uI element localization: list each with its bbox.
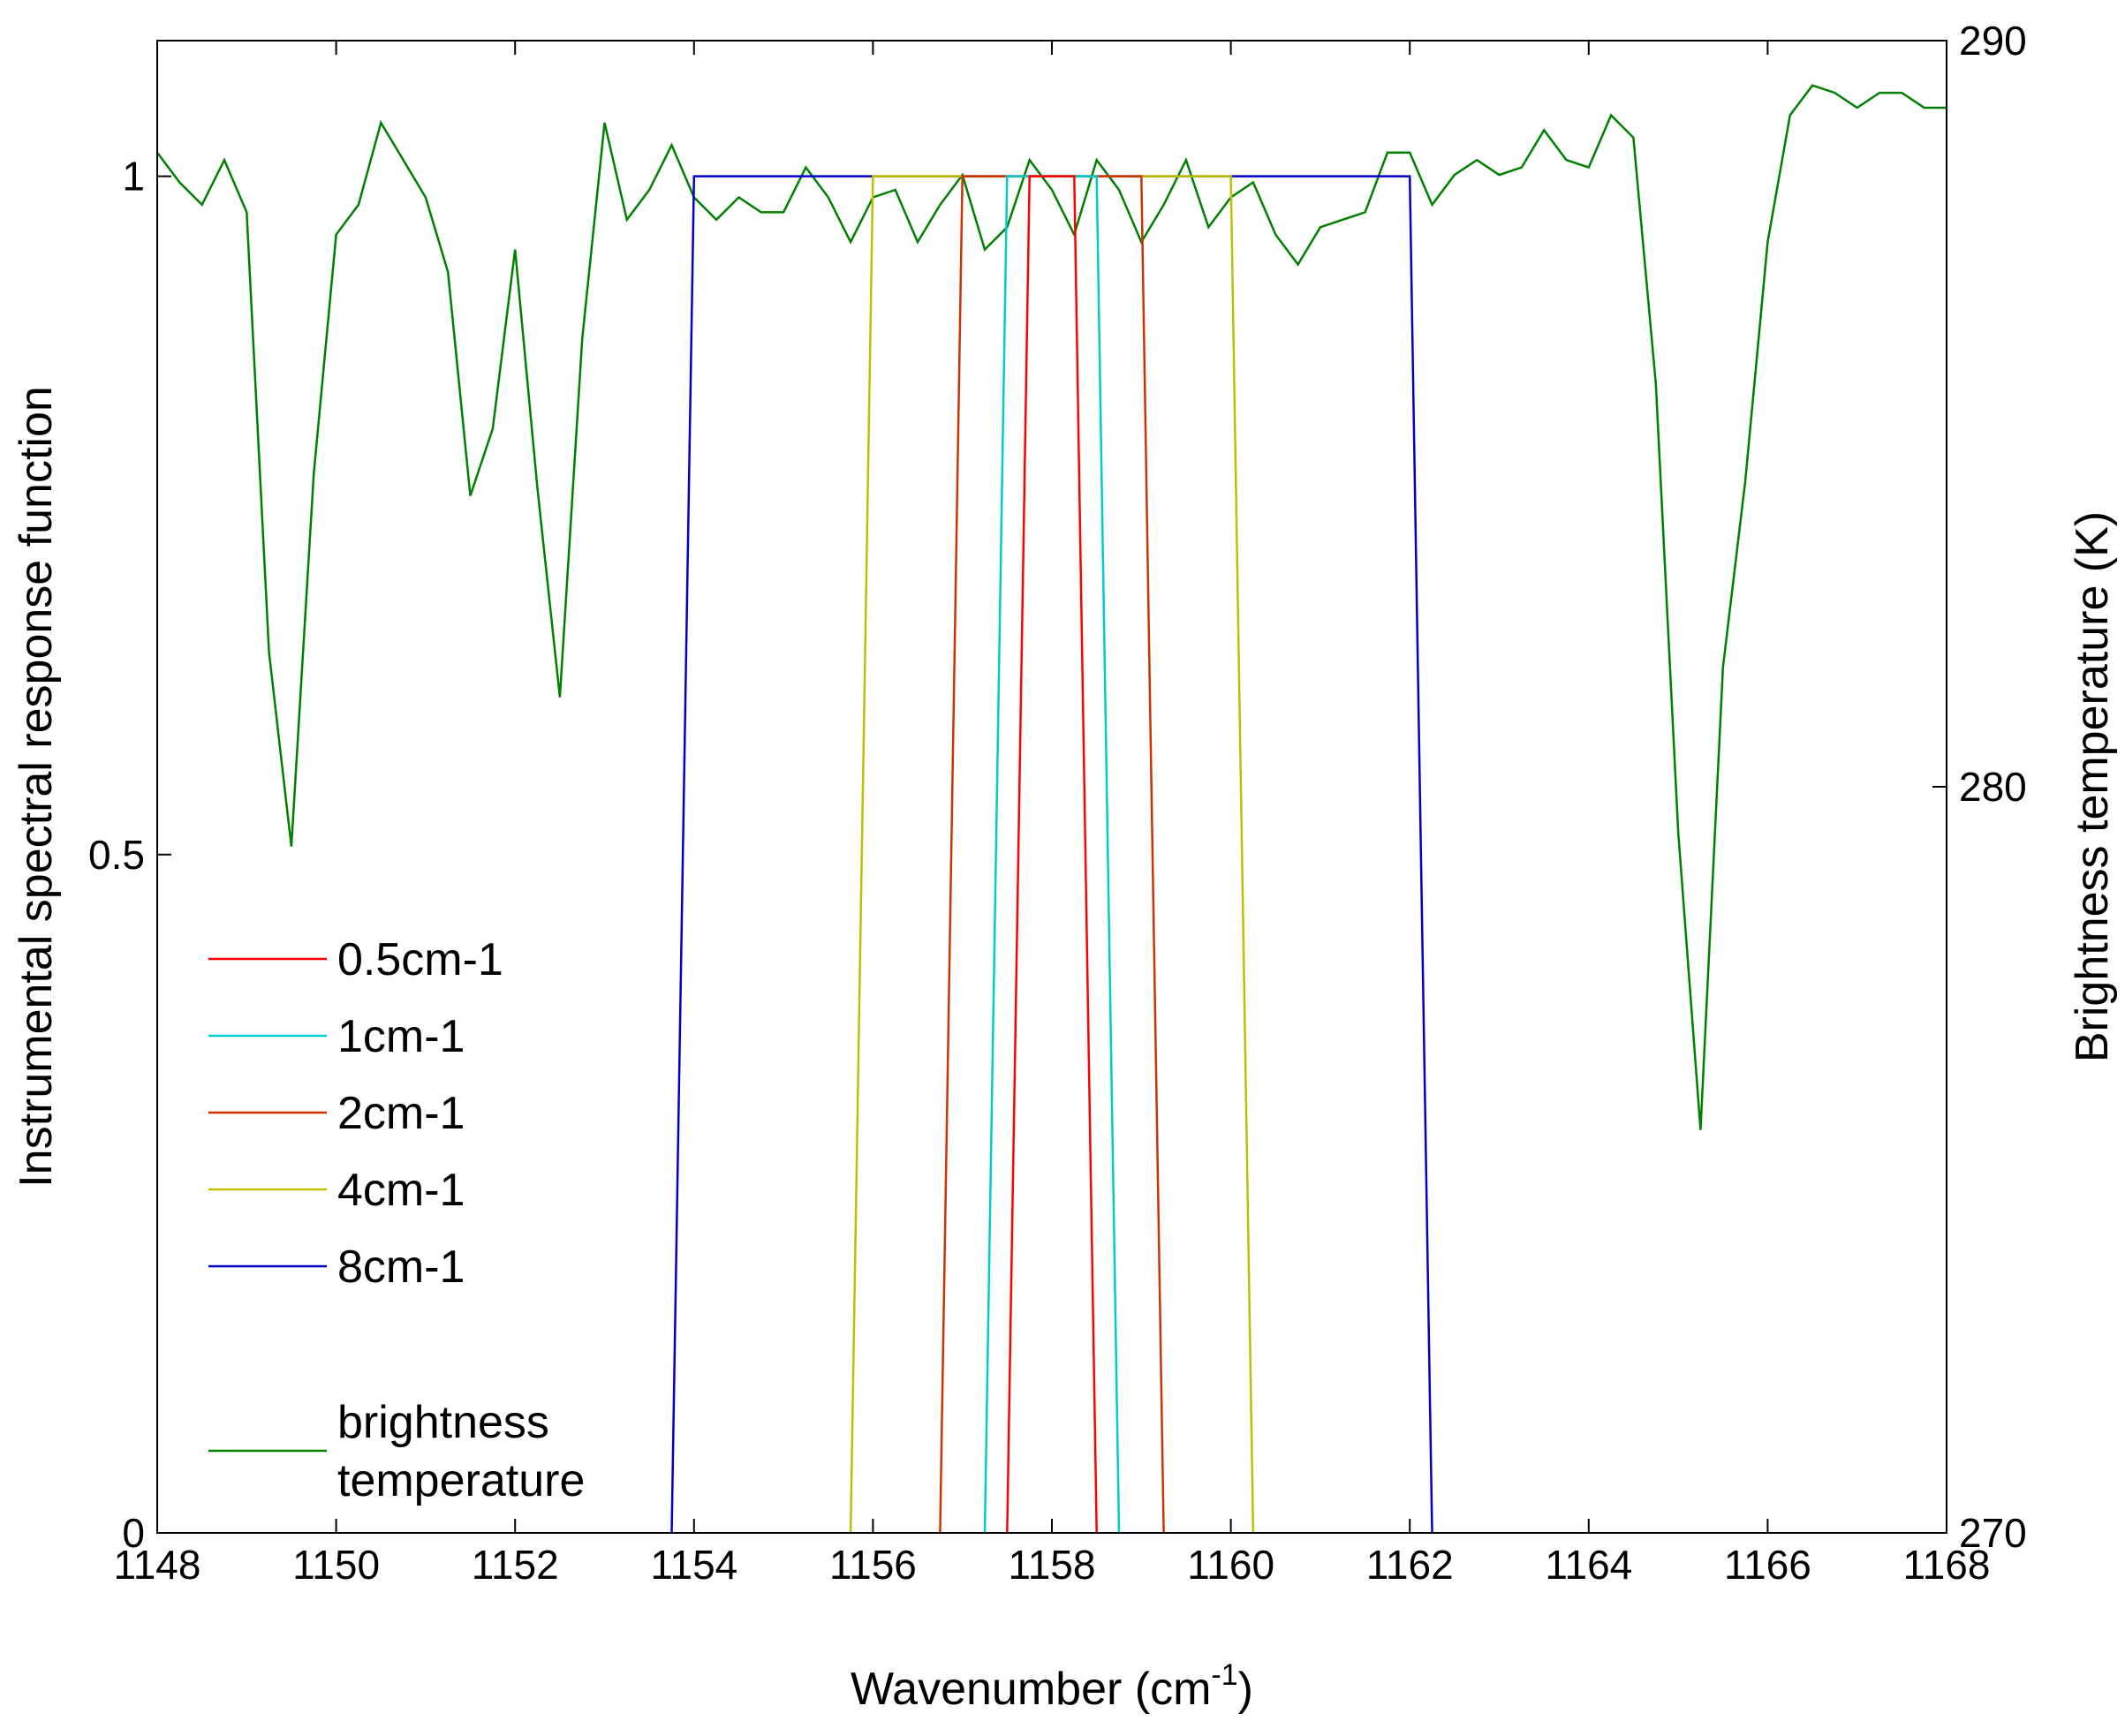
right-y-tick-label: 290	[1959, 18, 2027, 64]
legend-item-4cm-1: 4cm-1	[208, 1165, 465, 1216]
legend-label: brightness temperature	[337, 1397, 585, 1506]
x-tick-label: 1158	[1009, 1542, 1096, 1588]
legend-label: 2cm-1	[337, 1088, 465, 1139]
left-y-tick-label: 1	[122, 154, 145, 200]
legend-label: 4cm-1	[337, 1165, 465, 1216]
x-tick-label: 1162	[1366, 1542, 1454, 1588]
legend-item-1cm-1: 1cm-1	[208, 1011, 465, 1062]
left-y-tick-label: 0	[122, 1510, 145, 1556]
right-y-axis-title: Brightness temperature (K)	[2067, 511, 2118, 1062]
legend-item-2cm-1: 2cm-1	[208, 1088, 465, 1139]
series-line-0-5cm-1	[1006, 175, 1098, 1534]
legend-item-0-5cm-1: 0.5cm-1	[208, 934, 503, 985]
ticks-layer: 1148 1150 1152 1154 1156 1158 1160 1162 1164 1166…	[88, 18, 2027, 1588]
x-tick-label: 1148	[114, 1542, 201, 1588]
x-tick-label: 1168	[1903, 1542, 1991, 1588]
left-y-tick-label: 0.5	[88, 832, 145, 878]
right-y-tick-label: 270	[1959, 1510, 2027, 1556]
legend-label: 8cm-1	[337, 1242, 465, 1293]
x-tick-label: 1164	[1545, 1542, 1632, 1588]
x-axis-title-superscript: -1	[1211, 1658, 1237, 1692]
x-tick-label: 1166	[1724, 1542, 1811, 1588]
legend-item-8cm-1: 8cm-1	[208, 1242, 465, 1293]
legend-label: 1cm-1	[337, 1011, 465, 1062]
right-y-tick-label: 280	[1959, 764, 2027, 810]
x-tick-label: 1154	[650, 1542, 737, 1588]
x-axis-title: Wavenumber (cm-1)	[851, 1658, 1253, 1715]
x-tick-label: 1150	[292, 1542, 380, 1588]
x-tick-label: 1152	[472, 1542, 559, 1588]
x-tick-label: 1156	[829, 1542, 917, 1588]
series-layer	[156, 84, 1947, 1534]
legend-item-brightness-temperature: brightness temperature	[208, 1397, 585, 1506]
series-line-brightness-temperature	[156, 84, 1947, 1130]
left-y-axis-title: Instrumental spectral response function	[11, 386, 62, 1188]
legend-label: 0.5cm-1	[337, 934, 503, 985]
legend: 0.5cm-1 1cm-1 2cm-1 4cm-1 8cm-1 brightness tem…	[208, 934, 585, 1506]
x-tick-label: 1160	[1187, 1542, 1274, 1588]
x-axis-title-end: )	[1238, 1664, 1253, 1715]
